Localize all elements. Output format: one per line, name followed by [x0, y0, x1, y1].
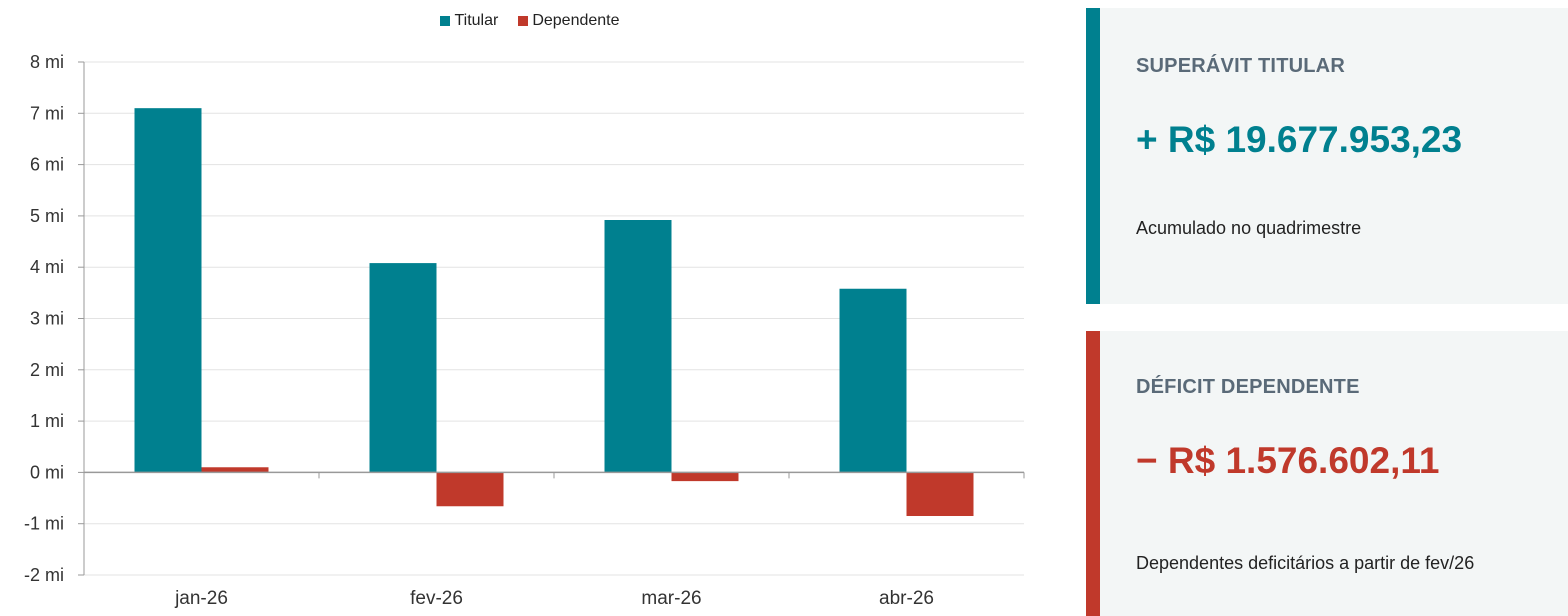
- y-tick-label: -1 mi: [24, 514, 64, 534]
- y-tick-label: 3 mi: [30, 309, 64, 329]
- x-tick-label: mar-26: [641, 588, 701, 609]
- y-tick-label: 8 mi: [30, 52, 64, 72]
- y-tick-label: 0 mi: [30, 462, 64, 482]
- card-description: Dependentes deficitários a partir de fev…: [1136, 553, 1475, 573]
- legend-item-titular: Titular: [440, 12, 498, 30]
- bar-titular-mar-26: [604, 220, 672, 473]
- bar-dependente-abr-26: [906, 472, 974, 517]
- card-label: DÉFICIT DEPENDENTE: [1136, 376, 1360, 398]
- bar-titular-fev-26: [369, 263, 437, 473]
- card-value: + R$ 19.677.953,23: [1136, 119, 1463, 160]
- bar-dependente-mar-26: [671, 472, 739, 482]
- x-tick-label: abr-26: [879, 588, 934, 609]
- bar-titular-jan-26: [134, 108, 202, 473]
- y-tick-label: 7 mi: [30, 103, 64, 123]
- y-tick-label: -2 mi: [24, 565, 64, 585]
- bar-titular-abr-26: [839, 288, 907, 473]
- card-value: − R$ 1.576.602,11: [1136, 440, 1440, 481]
- bar-chart: -2 mi -1 mi 0 mi 1 mi 2 mi 3 mi 4 mi 5 mi 6 mi 7 …: [24, 52, 1025, 609]
- legend-swatch-dependente: [518, 16, 529, 26]
- y-tick-label: 2 mi: [30, 360, 64, 380]
- y-tick-label: 1 mi: [30, 411, 64, 431]
- bar-dependente-jan-26: [201, 467, 269, 473]
- superavit-titular-card: SUPERÁVIT TITULAR + R$ 19.677.953,23 Acu…: [1086, 8, 1568, 304]
- deficit-dependente-card: DÉFICIT DEPENDENTE − R$ 1.576.602,11 Dep…: [1086, 331, 1568, 616]
- card-description: Acumulado no quadrimestre: [1136, 218, 1362, 238]
- y-tick-label: 4 mi: [30, 257, 64, 277]
- y-tick-label: 5 mi: [30, 206, 64, 226]
- card-label: SUPERÁVIT TITULAR: [1136, 55, 1345, 77]
- legend-swatch-titular: [440, 16, 451, 26]
- x-tick-label: jan-26: [174, 588, 228, 609]
- chart-legend: Titular Dependente: [0, 12, 1060, 30]
- legend-label-dependente: Dependente: [532, 12, 620, 29]
- legend-label-titular: Titular: [454, 12, 499, 29]
- y-tick-label: 6 mi: [30, 155, 64, 175]
- legend-item-dependente: Dependente: [518, 12, 620, 30]
- bar-dependente-fev-26: [436, 472, 504, 507]
- x-tick-label: fev-26: [410, 588, 463, 609]
